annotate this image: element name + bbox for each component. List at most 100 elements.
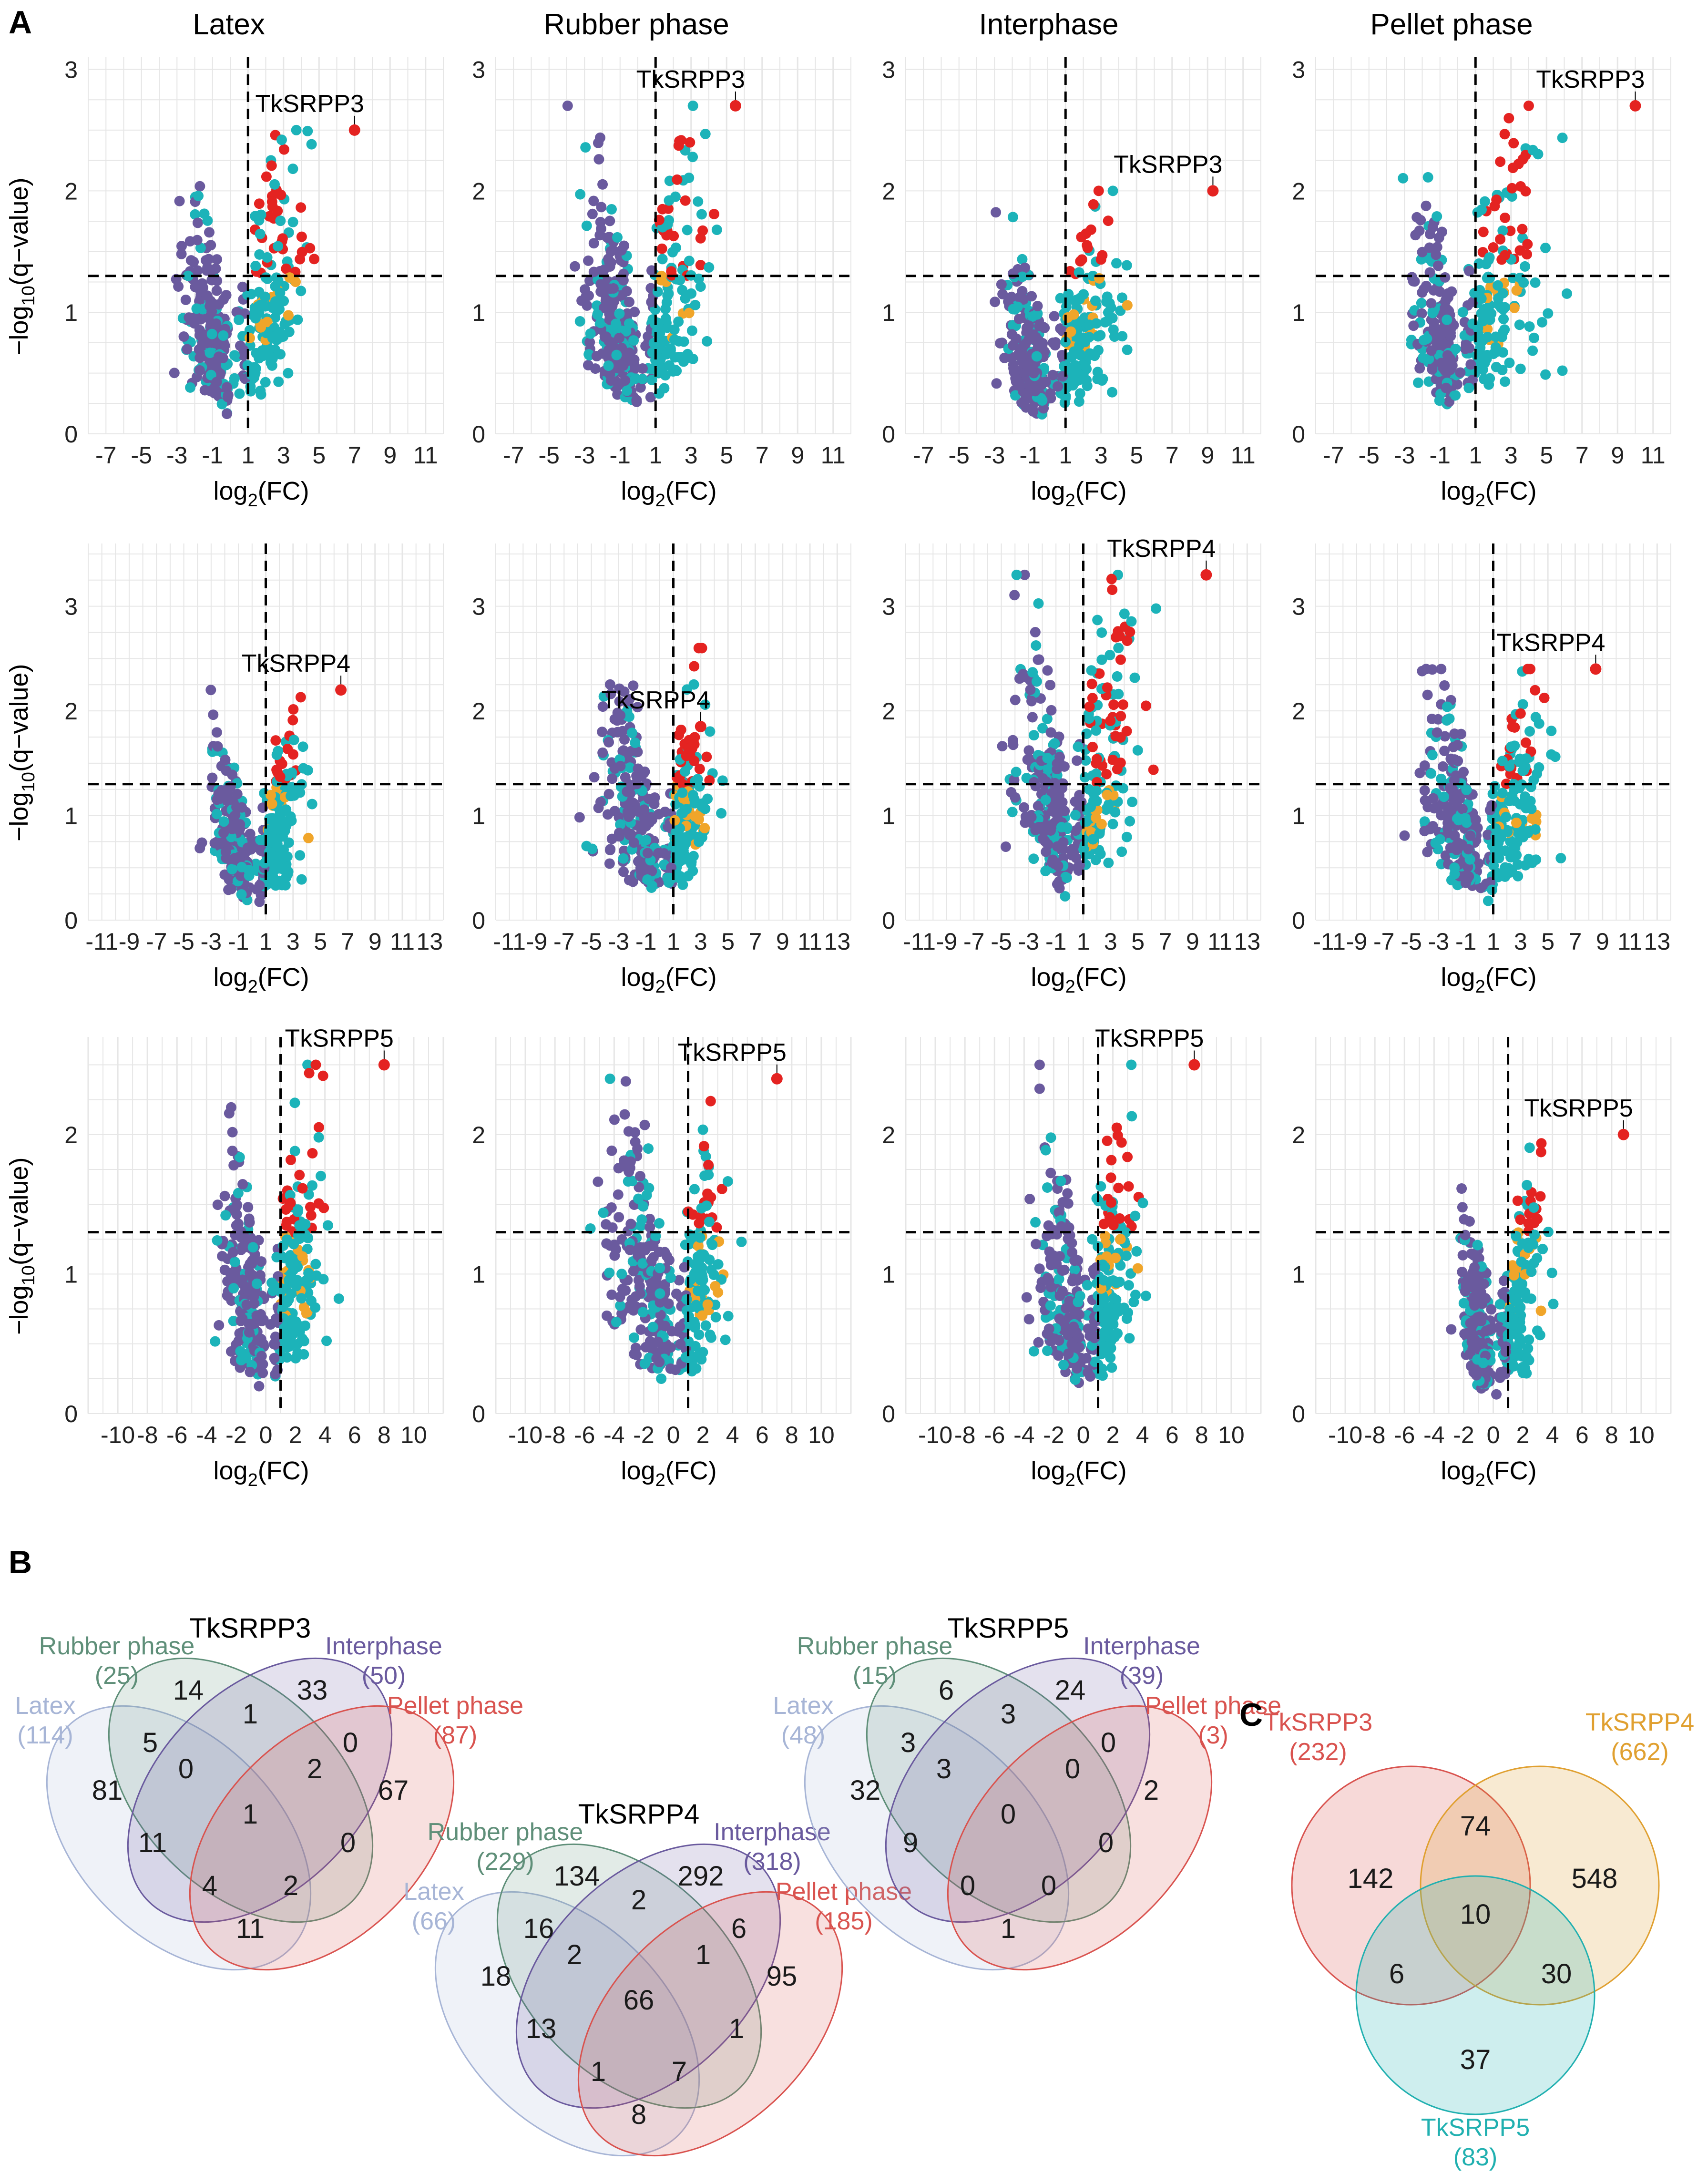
volcano-plot-4: TkSRPP4-11 -9 -7 -5 -3 -1 1 3 5 7 9 11 130123log2(FC… [5, 543, 444, 997]
data-point [595, 318, 606, 328]
x-tick-label: 5 [312, 442, 326, 469]
data-point [222, 391, 233, 402]
x-tick-label: 3 [1104, 928, 1117, 955]
data-point [1024, 1194, 1035, 1205]
data-point [618, 360, 629, 371]
grid [495, 1037, 852, 1414]
x-tick-label: 10 [1218, 1422, 1245, 1448]
data-point [694, 1218, 705, 1229]
data-point [1515, 708, 1526, 719]
data-point [1045, 1168, 1056, 1179]
data-point [242, 842, 253, 853]
y-tick-label: 2 [1292, 698, 1305, 725]
data-point [1436, 226, 1447, 237]
data-point [270, 296, 281, 307]
data-point [288, 735, 299, 746]
data-point [1496, 331, 1507, 342]
data-point [1046, 705, 1057, 716]
data-point [234, 315, 245, 326]
data-point [1428, 325, 1439, 336]
data-point [286, 1154, 297, 1165]
data-point [1477, 364, 1488, 375]
data-point [704, 262, 715, 273]
data-point [597, 701, 608, 712]
data-point [1460, 877, 1471, 888]
data-point [691, 1363, 702, 1374]
data-point [219, 1190, 230, 1201]
x-tick-label: -8 [137, 1422, 158, 1448]
data-point [622, 754, 633, 765]
data-point [687, 152, 698, 163]
data-point [228, 1283, 239, 1294]
y-tick-label: 1 [472, 299, 485, 326]
data-point [1112, 671, 1123, 682]
data-point [639, 1358, 650, 1369]
data-point [254, 215, 265, 226]
x-axis-label-main: log [1441, 963, 1475, 992]
data-point [633, 763, 644, 774]
data-point [597, 747, 608, 758]
data-point [616, 1269, 627, 1280]
data-point [1557, 365, 1568, 376]
gene-point [378, 1059, 390, 1071]
x-axis-label-sub: 2 [655, 977, 665, 997]
data-point [1092, 615, 1103, 625]
x-tick-label: 2 [289, 1422, 302, 1448]
x-tick-label: -6 [166, 1422, 187, 1448]
data-point [299, 1229, 310, 1240]
data-point [193, 190, 204, 201]
data-point [990, 297, 1001, 308]
data-point [218, 827, 229, 838]
data-point [1463, 382, 1474, 393]
data-point [1014, 673, 1025, 684]
data-point [295, 850, 306, 861]
data-point [256, 890, 266, 901]
data-point [1040, 1145, 1051, 1156]
data-point [1028, 730, 1039, 741]
x-tick-label: 1 [259, 928, 273, 955]
data-point [1105, 302, 1116, 313]
data-point [195, 243, 206, 254]
data-point [1107, 584, 1118, 595]
x-tick-label: 0 [667, 1422, 680, 1448]
data-point [322, 1220, 333, 1231]
data-point [1110, 1252, 1121, 1263]
x-tick-label: 8 [1195, 1422, 1208, 1448]
data-point [1073, 1255, 1084, 1266]
data-point [570, 261, 581, 272]
data-point [190, 209, 201, 220]
data-point [656, 1374, 667, 1384]
data-point [1517, 224, 1528, 235]
data-point [1017, 254, 1028, 265]
data-point [651, 1353, 662, 1364]
x-tick-label: 1 [649, 442, 662, 469]
data-point [310, 1302, 321, 1313]
x-axis-label-main: log [214, 477, 248, 505]
data-point [1525, 664, 1536, 675]
data-point [1521, 737, 1532, 748]
y-tick-label: 3 [64, 56, 78, 83]
x-tick-label: -11 [493, 928, 526, 955]
data-point [1042, 1345, 1053, 1356]
data-point [1000, 841, 1011, 852]
data-point [217, 1250, 228, 1261]
data-point [1437, 761, 1448, 772]
data-point [1117, 331, 1128, 342]
data-point [710, 1281, 721, 1292]
data-point [1033, 1337, 1044, 1348]
data-point [1102, 316, 1113, 327]
data-point [206, 275, 217, 286]
data-point [669, 842, 680, 853]
data-point [266, 352, 277, 363]
data-point [1116, 292, 1127, 303]
data-point [1524, 321, 1535, 332]
data-point [203, 313, 214, 324]
x-axis-label-sub: 2 [1475, 491, 1485, 511]
data-point [283, 837, 294, 848]
data-point [1497, 788, 1508, 799]
data-point [1027, 712, 1038, 723]
data-point [1007, 212, 1018, 223]
data-point [991, 207, 1002, 218]
data-point [191, 303, 202, 314]
data-point [670, 827, 681, 838]
